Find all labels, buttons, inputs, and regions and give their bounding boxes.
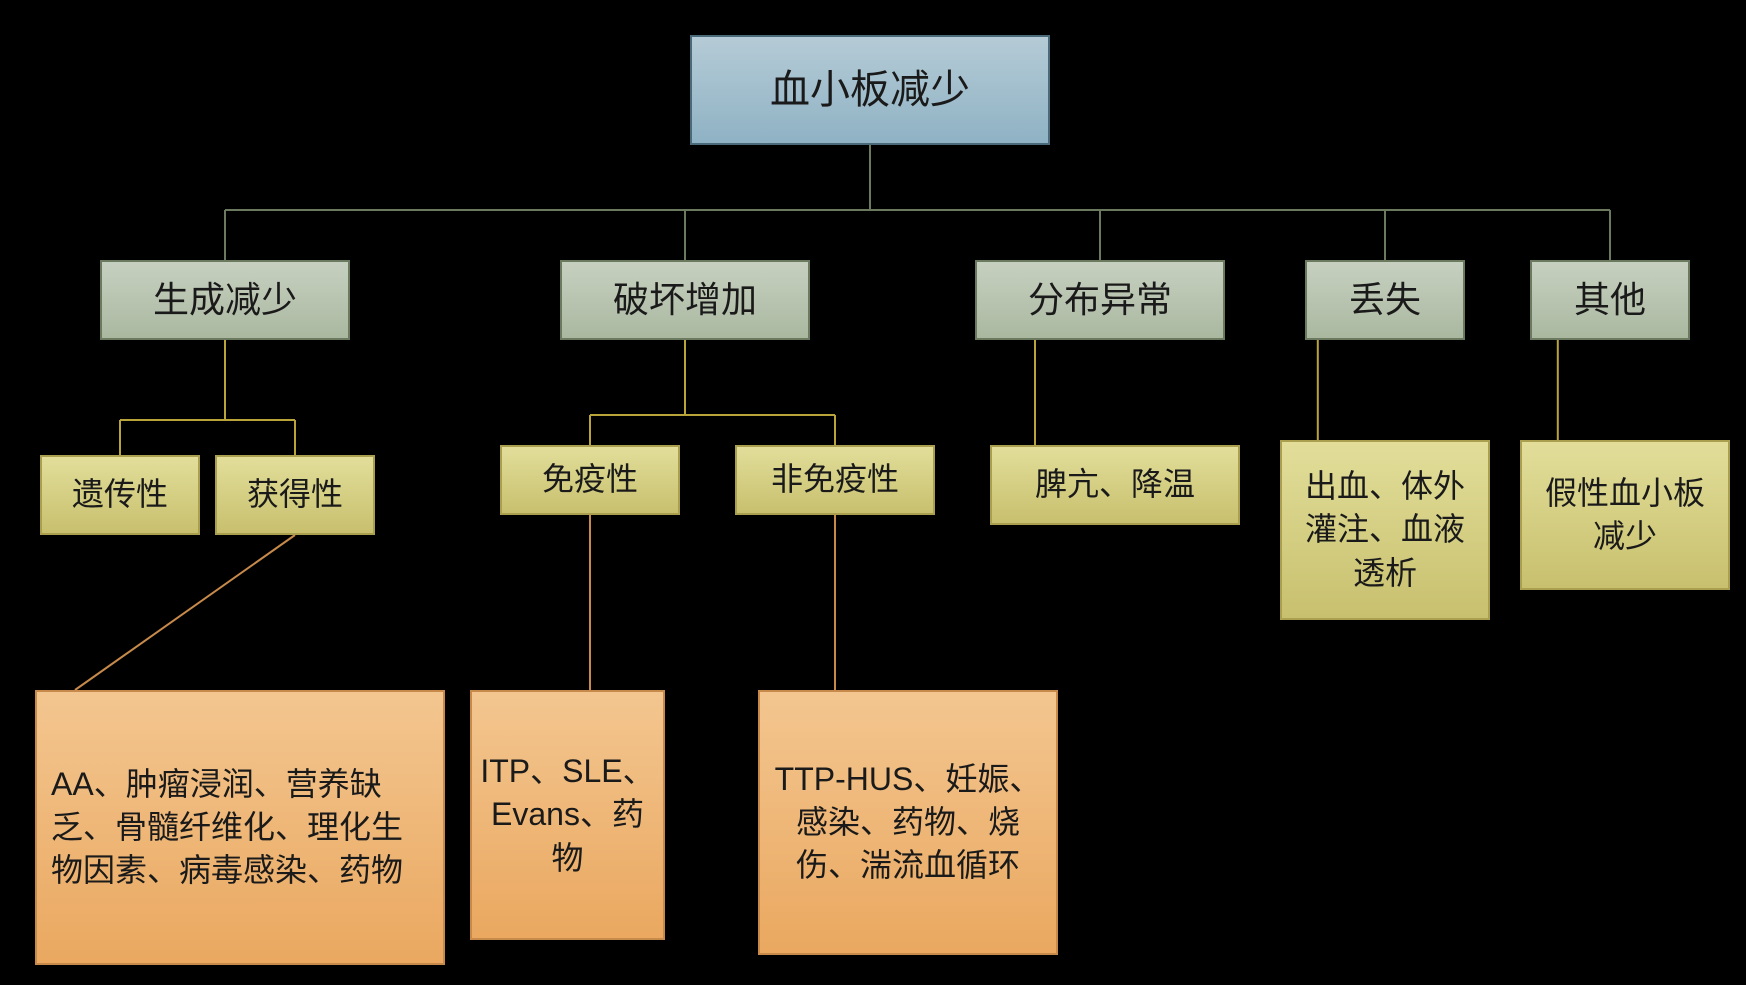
node-label: AA、肿瘤浸润、营养缺乏、骨髓纤维化、理化生物因素、病毒感染、药物	[51, 763, 429, 893]
node-label: 遗传性	[72, 473, 168, 516]
node-production-decrease: 生成减少	[100, 260, 350, 340]
node-acquired: 获得性	[215, 455, 375, 535]
node-root-label: 血小板减少	[770, 63, 970, 117]
node-pseudo-thrombocytopenia: 假性血小板减少	[1520, 440, 1730, 590]
node-hereditary: 遗传性	[40, 455, 200, 535]
node-loss: 丢失	[1305, 260, 1465, 340]
node-label: 丢失	[1349, 276, 1421, 325]
node-root: 血小板减少	[690, 35, 1050, 145]
node-label: 假性血小板减少	[1530, 472, 1720, 558]
node-label: 免疫性	[542, 458, 638, 501]
node-label: 获得性	[247, 473, 343, 516]
node-label: 其他	[1574, 276, 1646, 325]
node-spleen-hypothermia: 脾亢、降温	[990, 445, 1240, 525]
node-label: 生成减少	[153, 276, 297, 325]
node-non-immune: 非免疫性	[735, 445, 935, 515]
node-label: 出血、体外灌注、血液透析	[1290, 465, 1480, 595]
node-distribution-abnormal: 分布异常	[975, 260, 1225, 340]
node-label: TTP-HUS、妊娠、感染、药物、烧伤、湍流血循环	[768, 758, 1048, 888]
node-other: 其他	[1530, 260, 1690, 340]
node-label: 非免疫性	[771, 458, 899, 501]
node-destruction-increase: 破坏增加	[560, 260, 810, 340]
node-label: 破坏增加	[613, 276, 757, 325]
node-bleeding-dialysis: 出血、体外灌注、血液透析	[1280, 440, 1490, 620]
node-acquired-details: AA、肿瘤浸润、营养缺乏、骨髓纤维化、理化生物因素、病毒感染、药物	[35, 690, 445, 965]
node-label: ITP、SLE、Evans、药物	[480, 750, 655, 880]
node-label: 分布异常	[1028, 276, 1172, 325]
node-immune-details: ITP、SLE、Evans、药物	[470, 690, 665, 940]
node-non-immune-details: TTP-HUS、妊娠、感染、药物、烧伤、湍流血循环	[758, 690, 1058, 955]
node-label: 脾亢、降温	[1035, 463, 1195, 506]
node-immune: 免疫性	[500, 445, 680, 515]
